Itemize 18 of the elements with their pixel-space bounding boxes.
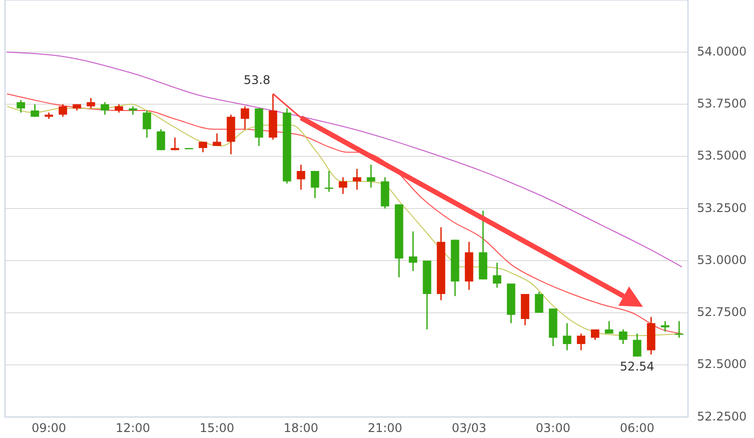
x-tick-label: 06:00	[620, 421, 654, 435]
y-tick-label: 52.5000	[697, 357, 747, 372]
x-tick-label: 03/03	[452, 421, 486, 435]
x-tick-label: 18:00	[284, 421, 318, 435]
x-tick-label: 12:00	[116, 421, 150, 435]
y-tick-label: 53.2500	[697, 200, 747, 215]
y-tick-label: 53.5000	[697, 148, 747, 163]
x-tick-label: 15:00	[200, 421, 234, 435]
y-tick-label: 54.0000	[697, 44, 747, 58]
x-tick-label: 21:00	[368, 421, 402, 435]
y-tick-label: 53.0000	[697, 252, 747, 267]
annotation: 53.8	[244, 72, 270, 87]
y-tick-label: 52.2500	[697, 409, 747, 424]
x-tick-label: 03:00	[536, 421, 570, 435]
y-tick-label: 52.7500	[697, 305, 747, 320]
x-tick-label: 09:00	[32, 421, 66, 435]
y-tick-label: 53.7500	[697, 96, 747, 111]
annotation: 52.54	[620, 360, 654, 374]
